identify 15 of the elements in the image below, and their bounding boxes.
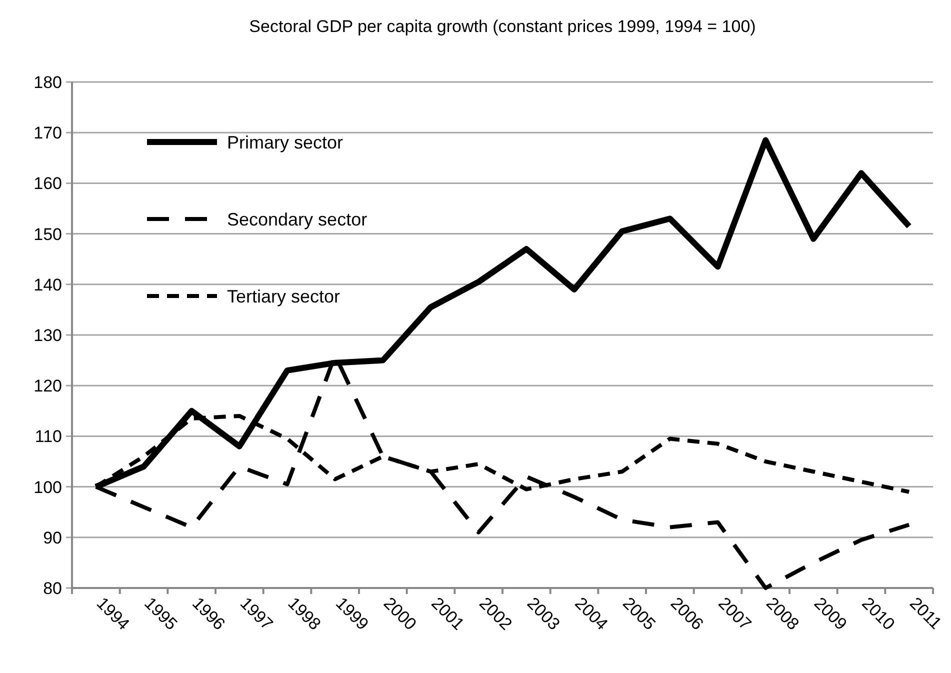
y-tick-label: 170 (34, 124, 62, 143)
chart-title: Sectoral GDP per capita growth (constant prices 1999, 1994 = 100) (249, 17, 756, 36)
y-tick-label: 110 (34, 427, 62, 446)
y-tick-label: 90 (43, 528, 62, 548)
y-tick-label: 180 (34, 72, 62, 92)
y-tick-label: 80 (43, 578, 62, 598)
y-tick-label: 140 (34, 275, 62, 294)
y-tick-label: 130 (34, 326, 62, 345)
y-tick-label: 160 (34, 174, 62, 194)
y-tick-label: 150 (34, 224, 62, 244)
legend-label: Primary sector (227, 132, 344, 152)
legend-label: Tertiary sector (227, 286, 340, 306)
legend-label: Secondary sector (227, 209, 368, 230)
y-tick-label: 120 (34, 376, 62, 396)
y-tick-label: 100 (34, 478, 62, 497)
